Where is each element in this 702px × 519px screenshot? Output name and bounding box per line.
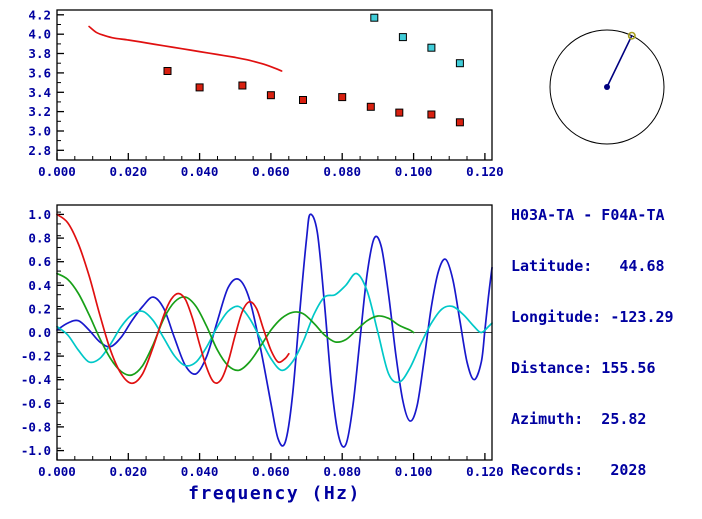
x-tick-label: 0.040	[181, 164, 219, 179]
plot-frame	[56, 204, 493, 461]
correlation-green-series	[56, 272, 415, 377]
azimuth-endpoint-marker	[627, 31, 636, 40]
latitude-line: Latitude: 44.68	[511, 257, 665, 275]
correlation-cyan-series	[56, 272, 493, 384]
x-tick-label: 0.040	[181, 464, 219, 479]
measured-dispersion-cyan-marker	[427, 43, 436, 52]
measured-dispersion-red-marker	[266, 91, 275, 100]
measured-dispersion-red-marker	[366, 102, 375, 111]
x-axis-label: frequency (Hz)	[188, 483, 361, 504]
y-tick-label: 3.6	[28, 65, 51, 80]
y-tick-label: 0.8	[28, 231, 51, 246]
records-line: Records: 2028	[511, 461, 647, 479]
y-tick-label: 4.0	[28, 27, 51, 42]
station-info-panel: H03A-TA - F04A-TA Latitude: 44.68 Longit…	[511, 173, 674, 513]
measured-dispersion-cyan-marker	[455, 59, 464, 68]
distance-line: Distance: 155.56	[511, 359, 656, 377]
azimuth-compass-panel	[549, 29, 665, 145]
correlation-plot: 0.000 0.020 0.040 0.060 0.080 0.100 0.120 -1.0 -…	[21, 204, 504, 504]
compass-circle	[549, 29, 665, 145]
measured-dispersion-red-marker	[455, 118, 464, 127]
x-tick-label: 0.080	[323, 164, 361, 179]
y-tick-label: 0.0	[28, 325, 51, 340]
x-tick-label: 0.000	[38, 464, 76, 479]
y-tick-label: 0.2	[28, 301, 51, 316]
measured-dispersion-red-marker	[427, 110, 436, 119]
measured-dispersion-red-marker	[195, 83, 204, 92]
y-tick-label: 2.8	[28, 143, 51, 158]
correlation-red-series	[56, 213, 290, 385]
y-tick-label: 1.0	[28, 207, 51, 222]
reference-velocity-curve-series	[88, 25, 283, 72]
y-tick-label: 4.2	[28, 7, 51, 22]
plot-frame	[56, 9, 493, 161]
longitude-line: Longitude: -123.29	[511, 308, 674, 326]
y-tick-label: -0.4	[21, 372, 51, 387]
x-tick-label: 0.120	[466, 164, 504, 179]
x-tick-label: 0.100	[395, 164, 433, 179]
correlation-blue-series	[56, 213, 493, 448]
x-tick-label: 0.020	[109, 164, 147, 179]
y-tick-label: 3.8	[28, 46, 51, 61]
x-tick-label: 0.000	[38, 164, 76, 179]
measured-dispersion-red-marker	[395, 108, 404, 117]
y-tick-label: 3.2	[28, 104, 51, 119]
station-pair-title: H03A-TA - F04A-TA	[511, 206, 665, 224]
y-tick-label: -0.2	[21, 349, 51, 364]
x-tick-label: 0.060	[252, 464, 290, 479]
x-tick-label: 0.100	[395, 464, 433, 479]
y-tick-label: 0.6	[28, 254, 51, 269]
x-tick-label: 0.060	[252, 164, 290, 179]
station-center-dot	[604, 84, 610, 90]
y-tick-label: 3.0	[28, 124, 51, 139]
y-tick-label: -0.6	[21, 396, 51, 411]
y-tick-label: 3.4	[28, 85, 51, 100]
y-tick-label: -0.8	[21, 419, 51, 434]
dispersion-plot: 0.000 0.020 0.040 0.060 0.080 0.100 0.120 2.8 3.…	[28, 7, 503, 179]
measured-dispersion-cyan-marker	[398, 33, 407, 42]
x-tick-label: 0.080	[323, 464, 361, 479]
measured-dispersion-red-marker	[163, 67, 172, 75]
azimuth-direction-line	[606, 35, 633, 88]
azimuth-value-line: Azimuth: 25.82	[511, 410, 647, 428]
y-tick-label: -1.0	[21, 443, 51, 458]
measured-dispersion-red-marker	[238, 81, 247, 90]
x-tick-label: 0.120	[466, 464, 504, 479]
measured-dispersion-red-marker	[299, 96, 307, 104]
y-tick-label: 0.4	[28, 278, 51, 293]
measured-dispersion-red-marker	[338, 93, 347, 102]
measured-dispersion-cyan-marker	[370, 13, 379, 22]
x-tick-label: 0.020	[109, 464, 147, 479]
